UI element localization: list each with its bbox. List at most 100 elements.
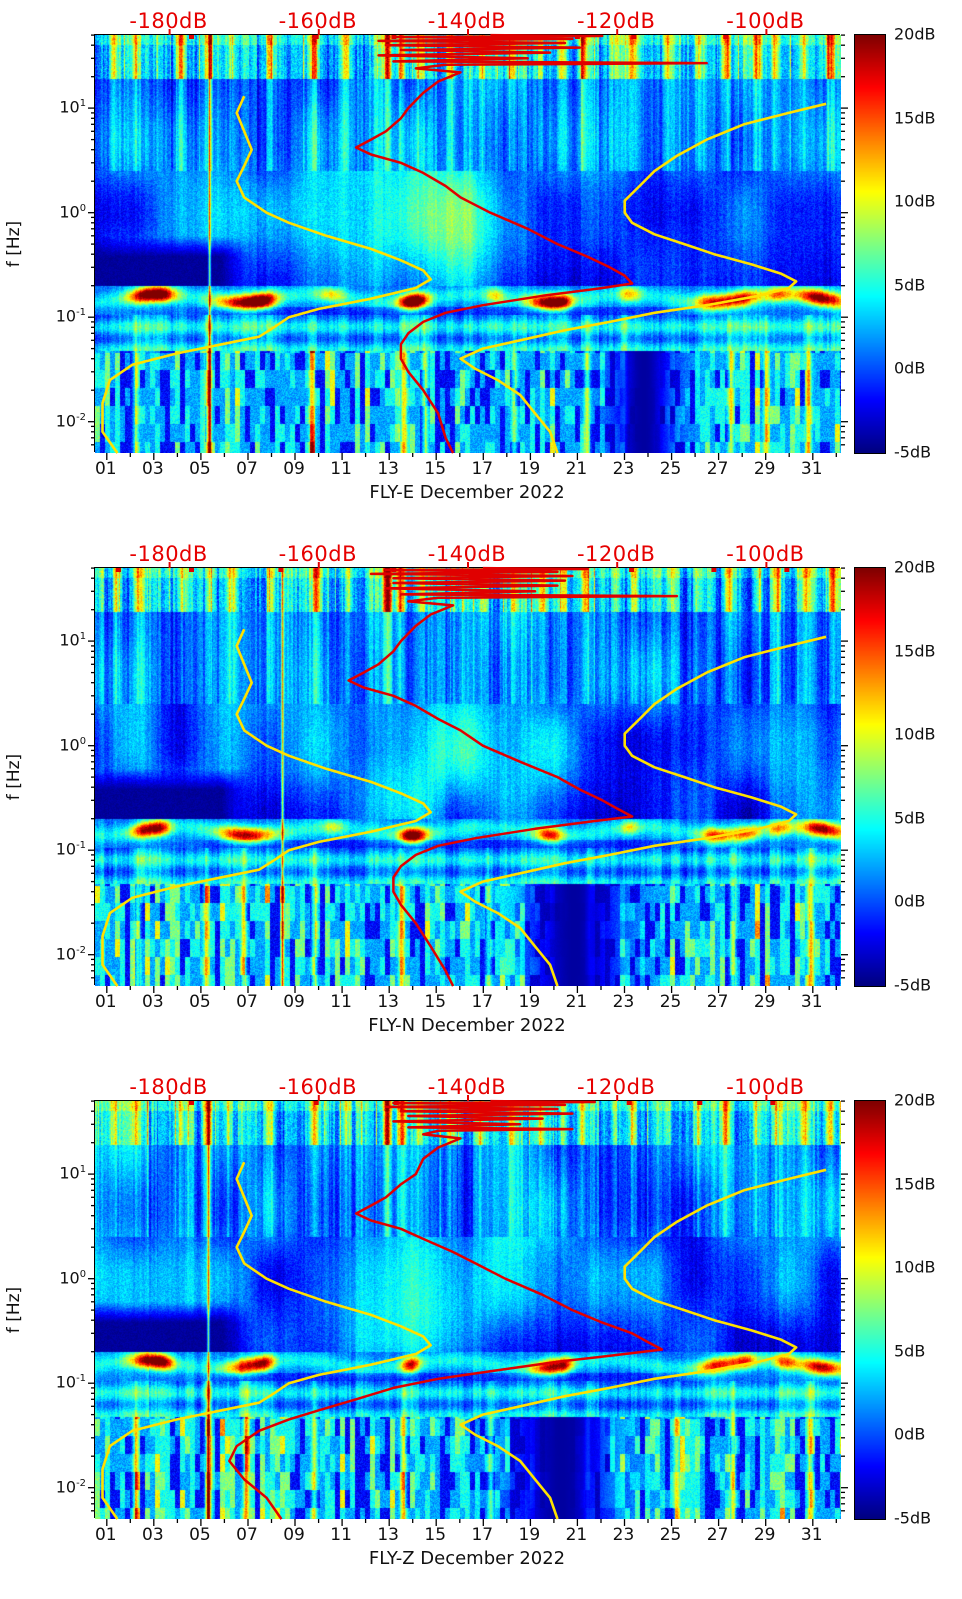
x-tick-label: 17 xyxy=(471,992,494,1012)
colorbar-tick-label: 10dB xyxy=(894,724,936,744)
nlnm-curve xyxy=(101,628,433,987)
top-axis-db-label: -120dB xyxy=(576,1075,656,1099)
colorbar-canvas xyxy=(855,35,885,453)
x-tick-label: 09 xyxy=(283,992,305,1012)
x-tick-label: 09 xyxy=(283,1525,305,1545)
top-axis-db-label: -160dB xyxy=(278,1075,357,1099)
x-tick-label: 19 xyxy=(518,459,541,479)
overlay-curves xyxy=(88,29,848,460)
nhnm-curve xyxy=(459,102,827,454)
top-axis-db-label: -160dB xyxy=(278,542,357,566)
x-tick-label: 01 xyxy=(94,459,117,479)
top-axis-db-label: -140dB xyxy=(427,542,507,566)
x-tick-label: 25 xyxy=(659,992,682,1012)
nlnm-curve xyxy=(101,95,433,454)
top-axis-db-label: -120dB xyxy=(576,542,656,566)
x-tick-label: 03 xyxy=(142,992,164,1012)
x-tick-label: 19 xyxy=(518,1525,541,1545)
overlay-curves xyxy=(88,562,848,993)
x-tick-label: 03 xyxy=(142,459,164,479)
x-tick-label: 05 xyxy=(189,459,211,479)
x-tick-label: 29 xyxy=(753,1525,776,1545)
x-tick-label: 17 xyxy=(471,459,494,479)
spectrogram-canvas xyxy=(95,568,841,986)
colorbar-tick-label: 20dB xyxy=(894,1090,936,1110)
x-tick-label: 15 xyxy=(424,459,447,479)
x-tick-label: 09 xyxy=(283,459,305,479)
top-db-axis: -180dB -160dB -140dB -120dB -100dB xyxy=(94,539,840,567)
colorbar-tick-label: 0dB xyxy=(894,891,926,911)
psd-curve xyxy=(228,1099,664,1520)
colorbar-tick-label: 15dB xyxy=(894,108,936,128)
y-tick-labels: 101 100 10-1 10-2 xyxy=(26,34,90,452)
y-tick-labels: 101 100 10-1 10-2 xyxy=(26,1100,90,1518)
x-tick-label: 15 xyxy=(424,1525,447,1545)
x-tick-label: 21 xyxy=(565,992,588,1012)
x-axis-title: FLY-E December 2022 xyxy=(369,482,565,503)
colorbar-tick-label: -5dB xyxy=(894,442,932,462)
y-tick-label: 100 xyxy=(59,1268,86,1288)
colorbar-tick-label: 5dB xyxy=(894,808,926,828)
x-tick-label: 27 xyxy=(706,1525,729,1545)
y-axis-label: f [Hz] xyxy=(2,567,26,987)
y-tick-label: 10-2 xyxy=(55,411,86,431)
x-tick-label: 07 xyxy=(236,459,258,479)
spectrogram-plot xyxy=(88,1095,848,1526)
x-tick-label: 21 xyxy=(565,459,588,479)
colorbar-tick-label: 20dB xyxy=(894,24,936,44)
top-axis-db-label: -120dB xyxy=(576,9,656,33)
x-tick-label: 31 xyxy=(800,459,823,479)
x-tick-label: 07 xyxy=(236,1525,258,1545)
y-tick-label: 10-2 xyxy=(55,944,86,964)
colorbar-tick-label: -5dB xyxy=(894,975,932,995)
spectrogram-plot xyxy=(88,29,848,460)
x-tick-label: 11 xyxy=(330,459,352,479)
y-tick-label: 101 xyxy=(59,630,86,650)
x-axis-title: FLY-Z December 2022 xyxy=(368,1548,566,1569)
x-tick-label: 13 xyxy=(377,459,399,479)
x-tick-labels: 01 03 05 07 09 11 13 15 17 19 21 23 25 27 29 31 xyxy=(94,454,840,480)
colorbar-tick-label: -5dB xyxy=(894,1508,932,1528)
colorbar xyxy=(854,34,886,454)
plot-row: f [Hz] 101 100 10-1 10-2 20dB 15dB 10dB 5dB 0dB… xyxy=(0,558,962,995)
top-axis-db-label: -160dB xyxy=(278,9,357,33)
spectrogram-canvas xyxy=(95,1101,841,1519)
colorbar-tick-label: 5dB xyxy=(894,1341,926,1361)
top-axis-db-label: -140dB xyxy=(427,9,507,33)
x-tick-label: 01 xyxy=(94,992,117,1012)
y-tick-label: 100 xyxy=(59,735,86,755)
top-db-axis: -180dB -160dB -140dB -120dB -100dB xyxy=(94,6,840,34)
colorbar-canvas xyxy=(855,568,885,986)
plot-row: f [Hz] 101 100 10-1 10-2 20dB 15dB 10dB 5dB 0dB… xyxy=(0,25,962,462)
x-tick-labels: 01 03 05 07 09 11 13 15 17 19 21 23 25 27 29 31 xyxy=(94,987,840,1013)
y-axis-label: f [Hz] xyxy=(2,34,26,454)
y-axis-label-text: f [Hz] xyxy=(4,1286,24,1334)
y-tick-label: 100 xyxy=(59,202,86,222)
colorbar-tick-label: 0dB xyxy=(894,1424,926,1444)
panel-fly-n: -180dB -160dB -140dB -120dB -100dB f [Hz] 10… xyxy=(0,533,962,1066)
y-tick-label: 10-1 xyxy=(55,1372,86,1392)
x-tick-label: 27 xyxy=(706,459,729,479)
colorbar-tick-label: 20dB xyxy=(894,557,936,577)
colorbar xyxy=(854,1100,886,1520)
x-tick-label: 13 xyxy=(377,992,399,1012)
psd-curve xyxy=(354,33,708,454)
spectrogram-plot xyxy=(88,562,848,993)
x-tick-label: 23 xyxy=(612,459,635,479)
x-tick-label: 07 xyxy=(236,992,258,1012)
overlay-curves xyxy=(88,1095,848,1526)
x-tick-label: 25 xyxy=(659,1525,682,1545)
y-tick-label: 10-2 xyxy=(55,1477,86,1497)
colorbar xyxy=(854,567,886,987)
top-axis-db-label: -100dB xyxy=(726,542,805,566)
x-tick-label: 23 xyxy=(612,992,635,1012)
colorbar-tick-label: 15dB xyxy=(894,641,936,661)
x-tick-label: 11 xyxy=(330,1525,352,1545)
x-tick-label: 11 xyxy=(330,992,352,1012)
spectrogram-canvas xyxy=(95,35,841,453)
y-tick-label: 101 xyxy=(59,97,86,117)
nhnm-curve xyxy=(459,1168,827,1520)
y-tick-label: 101 xyxy=(59,1163,86,1183)
x-tick-label: 15 xyxy=(424,992,447,1012)
x-tick-label: 29 xyxy=(753,992,776,1012)
